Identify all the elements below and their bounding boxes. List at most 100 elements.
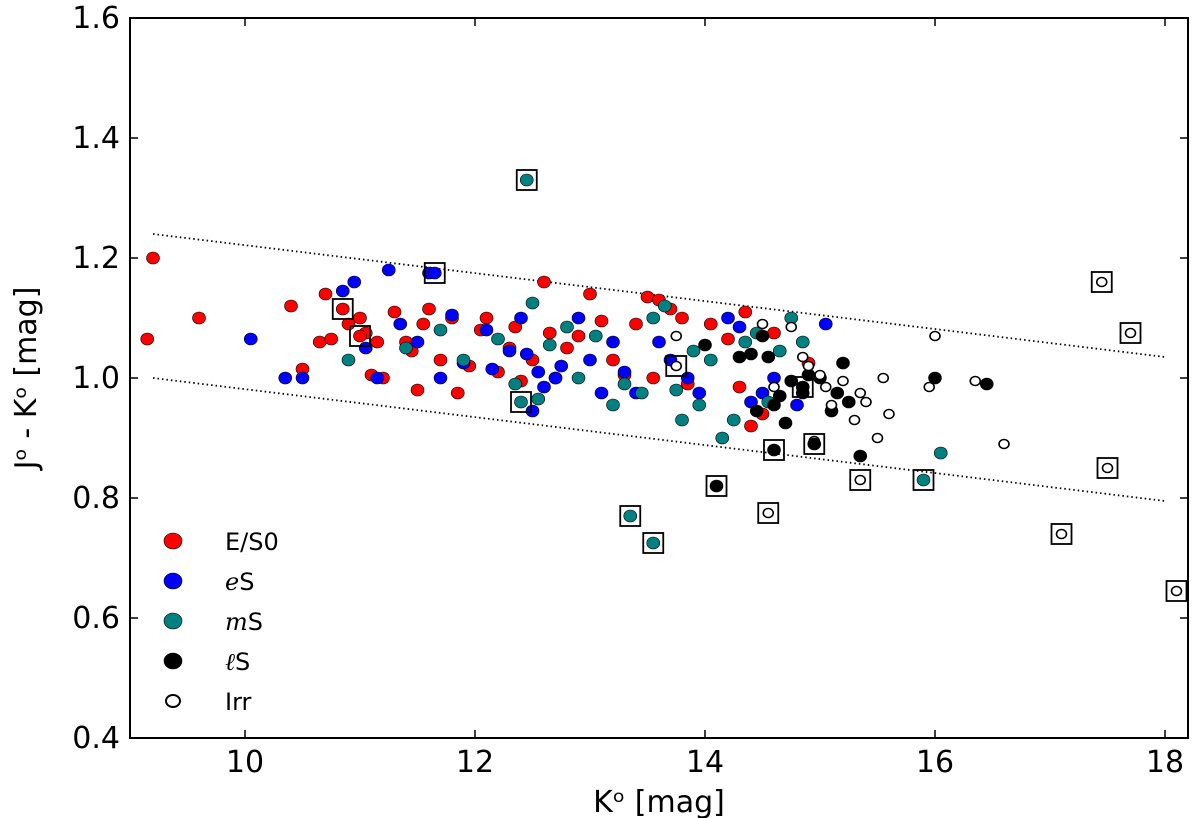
- data-point-ms: [491, 332, 505, 346]
- data-point-es: [433, 371, 448, 385]
- highlighted-point-ms: [519, 173, 534, 187]
- highlight-square: [1050, 523, 1073, 545]
- y-tick-label: 1.6: [72, 1, 120, 36]
- data-point-es: [381, 263, 396, 277]
- data-point-es0: [675, 311, 689, 325]
- highlight-square: [849, 469, 872, 491]
- data-point-es: [358, 341, 373, 355]
- highlight-square: [803, 433, 826, 455]
- data-point-es0: [767, 326, 781, 340]
- data-point-es0: [353, 311, 367, 325]
- data-point-ls: [784, 374, 799, 388]
- highlighted-point-ms: [514, 395, 528, 409]
- data-point-es0: [387, 305, 402, 319]
- data-point-es: [393, 317, 408, 331]
- data-point-ls: [698, 338, 712, 352]
- data-point-es: [606, 335, 620, 349]
- highlighted-point-irr: [1124, 327, 1137, 339]
- data-point-es0: [594, 314, 609, 328]
- data-point-ms: [772, 344, 787, 358]
- data-point-ls: [853, 449, 868, 463]
- data-point-irr: [837, 375, 849, 387]
- highlight-square: [510, 391, 532, 413]
- highlighted-point-ms: [646, 536, 661, 550]
- data-point-es0: [370, 335, 385, 349]
- y-axis-label: Jᵒ - Kᵒ [mag]: [9, 287, 44, 472]
- highlight-square: [349, 325, 371, 347]
- data-point-ls: [749, 404, 764, 418]
- data-point-es: [680, 371, 695, 385]
- data-point-es0: [738, 305, 753, 319]
- data-point-irr: [802, 360, 815, 372]
- highlighted-point-irr: [854, 474, 867, 486]
- legend-marker-ls: [163, 652, 183, 670]
- data-point-es: [410, 335, 425, 349]
- data-point-ms: [456, 353, 471, 367]
- highlighted-point-es: [427, 266, 442, 280]
- legend-marker-ms: [163, 612, 183, 630]
- highlighted-point-irr: [1055, 528, 1068, 540]
- highlight-square: [705, 475, 728, 497]
- legend-label-ms: mS: [225, 608, 263, 636]
- data-point-es: [818, 317, 833, 331]
- data-point-ms: [646, 311, 661, 325]
- data-point-es0: [284, 299, 298, 313]
- data-point-es0: [732, 380, 747, 394]
- data-point-es: [617, 365, 632, 379]
- data-point-ms: [726, 413, 741, 427]
- data-point-es: [519, 347, 534, 361]
- data-point-ms: [686, 344, 701, 358]
- legend-marker-irr: [165, 694, 181, 708]
- data-point-es0: [583, 287, 597, 301]
- highlighted-point-irr: [670, 360, 683, 372]
- data-point-es0: [410, 383, 425, 397]
- data-point-ms: [715, 431, 730, 445]
- highlighted-point-irr: [1095, 276, 1108, 288]
- data-point-ls: [841, 395, 856, 409]
- highlight-square: [515, 169, 538, 191]
- data-point-irr: [969, 375, 982, 387]
- highlight-square: [642, 532, 665, 554]
- highlighted-point-es0: [353, 329, 367, 343]
- highlight-square: [1165, 580, 1188, 602]
- highlight-square: [763, 439, 785, 461]
- data-point-ms: [433, 323, 448, 337]
- data-point-ms: [738, 335, 753, 349]
- data-point-es0: [146, 251, 160, 265]
- data-point-ms: [341, 353, 356, 367]
- x-tick-label: 18: [1146, 745, 1184, 780]
- data-point-es: [732, 320, 747, 334]
- data-point-es: [554, 359, 569, 373]
- highlight-square: [912, 469, 935, 491]
- data-point-es: [594, 386, 609, 400]
- data-point-es: [583, 353, 597, 367]
- data-point-irr: [883, 408, 895, 420]
- data-point-es: [485, 362, 500, 376]
- data-point-irr: [756, 318, 769, 330]
- data-point-es: [531, 365, 546, 379]
- data-point-es: [537, 380, 551, 394]
- data-point-ms: [933, 446, 948, 460]
- x-tick-label: 14: [686, 745, 724, 780]
- highlighted-point-ms: [623, 509, 638, 523]
- data-point-ls: [830, 386, 845, 400]
- data-point-ms: [795, 335, 810, 349]
- data-point-es0: [479, 311, 494, 325]
- data-point-es: [790, 398, 804, 412]
- highlighted-point-es0: [335, 302, 350, 316]
- legend-marker-es0: [163, 532, 183, 550]
- data-point-ms: [617, 377, 632, 391]
- data-point-irr: [860, 396, 872, 408]
- x-tick-label: 12: [456, 745, 494, 780]
- y-tick-label: 1.0: [72, 361, 120, 396]
- data-point-ls: [744, 347, 758, 361]
- data-point-es: [243, 332, 258, 346]
- y-tick-label: 1.2: [72, 241, 120, 276]
- highlighted-point-irr: [1170, 585, 1183, 597]
- data-point-es0: [703, 317, 718, 331]
- data-point-ms: [669, 383, 684, 397]
- data-point-ms: [531, 392, 546, 406]
- x-tick-label: 16: [916, 745, 954, 780]
- data-point-es0: [312, 335, 327, 349]
- highlight-square: [665, 355, 688, 377]
